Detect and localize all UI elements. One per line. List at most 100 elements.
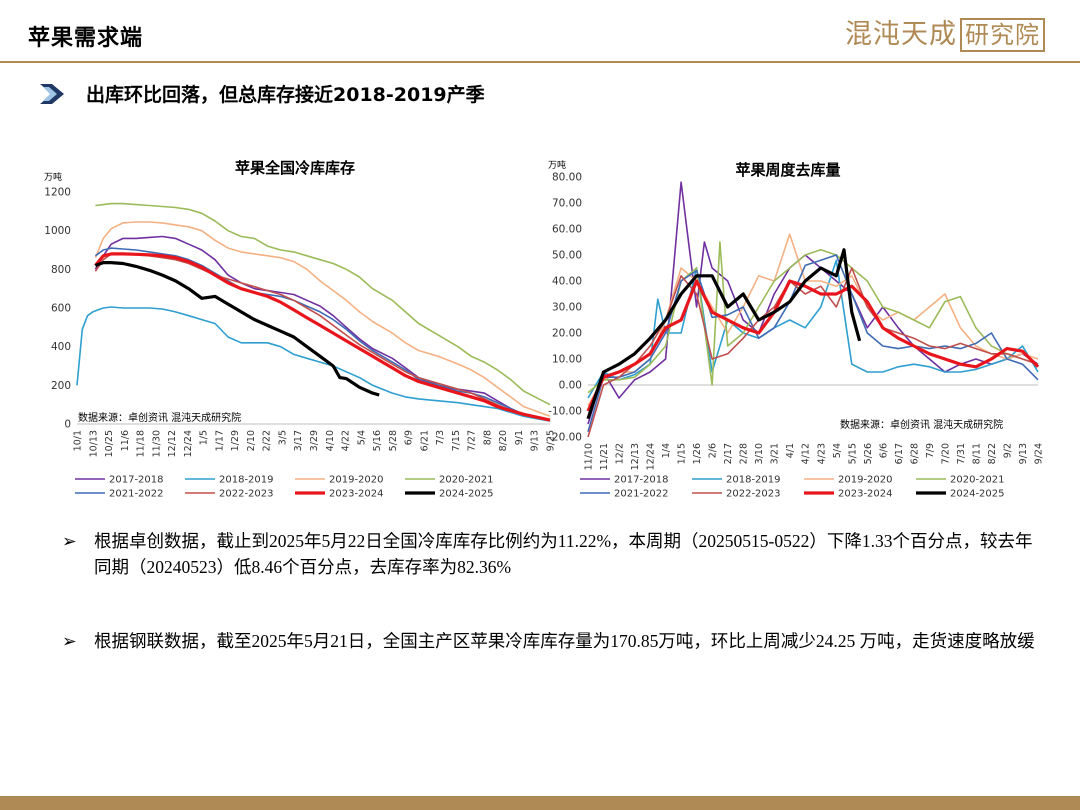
x-tick-label: 6/6	[878, 443, 889, 458]
y-tick-label: 800	[51, 264, 71, 276]
data-source: 数据来源：卓创资讯 混沌天成研究院	[840, 418, 1003, 431]
series-line	[587, 181, 1039, 425]
y-tick-label: 40.00	[552, 276, 582, 288]
x-tick-label: 5/4	[832, 443, 843, 458]
x-tick-label: 4/1	[785, 443, 796, 458]
legend-label: 2020-2021	[439, 475, 494, 486]
y-tick-label: 1200	[44, 187, 71, 199]
x-tick-label: 12/24	[183, 430, 194, 457]
x-tick-label: 8/11	[971, 443, 982, 464]
x-tick-label: 9/13	[530, 430, 541, 451]
x-tick-label: 11/30	[151, 430, 162, 457]
footer-bar	[0, 796, 1080, 810]
x-tick-label: 5/26	[863, 443, 874, 464]
series-line	[94, 252, 551, 422]
x-tick-label: 11/6	[120, 430, 131, 451]
y-tick-label: 20.00	[552, 328, 582, 340]
chevron-right-icon	[40, 84, 64, 104]
y-tick-label: 80.00	[552, 172, 582, 184]
series-line	[94, 235, 551, 421]
y-tick-label: 0.00	[559, 380, 582, 392]
legend-label: 2018-2019	[726, 475, 781, 486]
series-line	[586, 279, 1040, 412]
bullet-text: 根据卓创数据，截止到2025年5月22日全国冷库库存比例约为11.22%，本周期…	[94, 531, 1033, 577]
x-tick-label: 7/27	[467, 430, 478, 451]
x-tick-label: 1/17	[214, 430, 225, 451]
x-tick-label: 1/29	[230, 430, 241, 451]
x-tick-label: 2/6	[708, 443, 719, 458]
series-line	[587, 233, 1039, 407]
y-tick-label: 30.00	[552, 302, 582, 314]
x-tick-label: 3/10	[754, 443, 765, 464]
x-tick-label: 12/12	[167, 430, 178, 457]
bullet-item: ➢ 根据钢联数据，截至2025年5月21日，全国主产区苹果冷库库存量为170.85…	[60, 628, 1040, 654]
x-tick-label: 6/21	[419, 430, 430, 451]
x-tick-label: 2/28	[739, 443, 750, 464]
y-tick-label: 200	[51, 380, 71, 392]
y-tick-label: -10.00	[548, 406, 582, 418]
x-tick-label: 4/23	[816, 443, 827, 464]
x-tick-label: 5/16	[372, 430, 383, 451]
page-title: 苹果需求端	[28, 25, 144, 51]
x-tick-label: 5/4	[356, 430, 367, 445]
x-tick-label: 5/15	[847, 443, 858, 464]
legend-label: 2019-2020	[329, 475, 384, 486]
x-tick-label: 9/1	[514, 430, 525, 445]
series-line	[587, 254, 1039, 433]
x-tick-label: 2/22	[262, 430, 273, 451]
section-subtitle: 出库环比回落，但总库存接近2018-2019产季	[86, 84, 485, 106]
y-tick-label: 70.00	[552, 198, 582, 210]
y-tick-label: 0	[64, 419, 71, 431]
x-tick-label: 4/12	[801, 443, 812, 464]
bullet-arrow-icon: ➢	[62, 531, 77, 551]
chart-title: 苹果周度去库量	[735, 161, 840, 179]
series-line	[76, 306, 551, 422]
y-tick-label: 600	[51, 303, 71, 315]
y-tick-label: 50.00	[552, 250, 582, 262]
x-tick-label: 10/25	[104, 430, 115, 457]
x-tick-label: 9/24	[1034, 443, 1045, 464]
series-line	[95, 202, 551, 406]
logo-text: 混沌天成	[845, 19, 957, 50]
x-tick-label: 3/5	[277, 430, 288, 445]
logo-box-text: 研究院	[960, 18, 1045, 52]
x-tick-label: 7/20	[940, 443, 951, 464]
x-tick-label: 9/25	[546, 430, 557, 451]
x-tick-label: 4/22	[341, 430, 352, 451]
x-tick-label: 8/8	[482, 430, 493, 445]
header-divider	[0, 61, 1080, 63]
x-tick-label: 3/17	[293, 430, 304, 451]
x-tick-label: 2/10	[246, 430, 257, 451]
bullet-list: ➢ 根据卓创数据，截止到2025年5月22日全国冷库库存比例约为11.22%，本周…	[60, 528, 1040, 654]
series-line	[587, 241, 1039, 394]
destocking-chart: 苹果周度去库量 万吨 数据来源：卓创资讯 混沌天成研究院 -20.00 -10.0…	[548, 159, 1045, 500]
legend-label: 2022-2023	[726, 489, 781, 500]
series-line	[94, 221, 551, 418]
x-tick-label: 12/13	[630, 443, 641, 470]
brand-logo: 混沌天成 研究院	[845, 12, 1045, 52]
legend-label: 2020-2021	[950, 475, 1005, 486]
x-tick-label: 1/15	[677, 443, 688, 464]
y-axis-unit: 万吨	[44, 171, 62, 183]
x-tick-label: 11/21	[599, 443, 610, 470]
legend-label: 2017-2018	[109, 475, 164, 486]
bullet-text: 根据钢联数据，截至2025年5月21日，全国主产区苹果冷库库存量为170.85万…	[94, 631, 1035, 651]
legend-label: 2024-2025	[950, 489, 1005, 500]
series-line	[587, 259, 1039, 399]
x-tick-label: 9/13	[1018, 443, 1029, 464]
x-tick-label: 7/31	[956, 443, 967, 464]
bullet-item: ➢ 根据卓创数据，截止到2025年5月22日全国冷库库存比例约为11.22%，本周…	[60, 528, 1040, 580]
chart-title: 苹果全国冷库库存	[235, 159, 355, 177]
series-line	[94, 247, 551, 421]
legend-label: 2017-2018	[614, 475, 669, 486]
x-tick-label: 3/29	[309, 430, 320, 451]
data-source: 数据来源：卓创资讯 混沌天成研究院	[78, 411, 241, 424]
legend-label: 2021-2022	[109, 489, 164, 500]
bullet-arrow-icon: ➢	[62, 631, 77, 651]
x-tick-label: 2/17	[723, 443, 734, 464]
y-tick-label: 400	[51, 341, 71, 353]
x-tick-label: 7/9	[925, 443, 936, 458]
y-tick-label: 1000	[44, 225, 71, 237]
x-tick-label: 5/28	[388, 430, 399, 451]
legend-label: 2023-2024	[329, 489, 384, 500]
